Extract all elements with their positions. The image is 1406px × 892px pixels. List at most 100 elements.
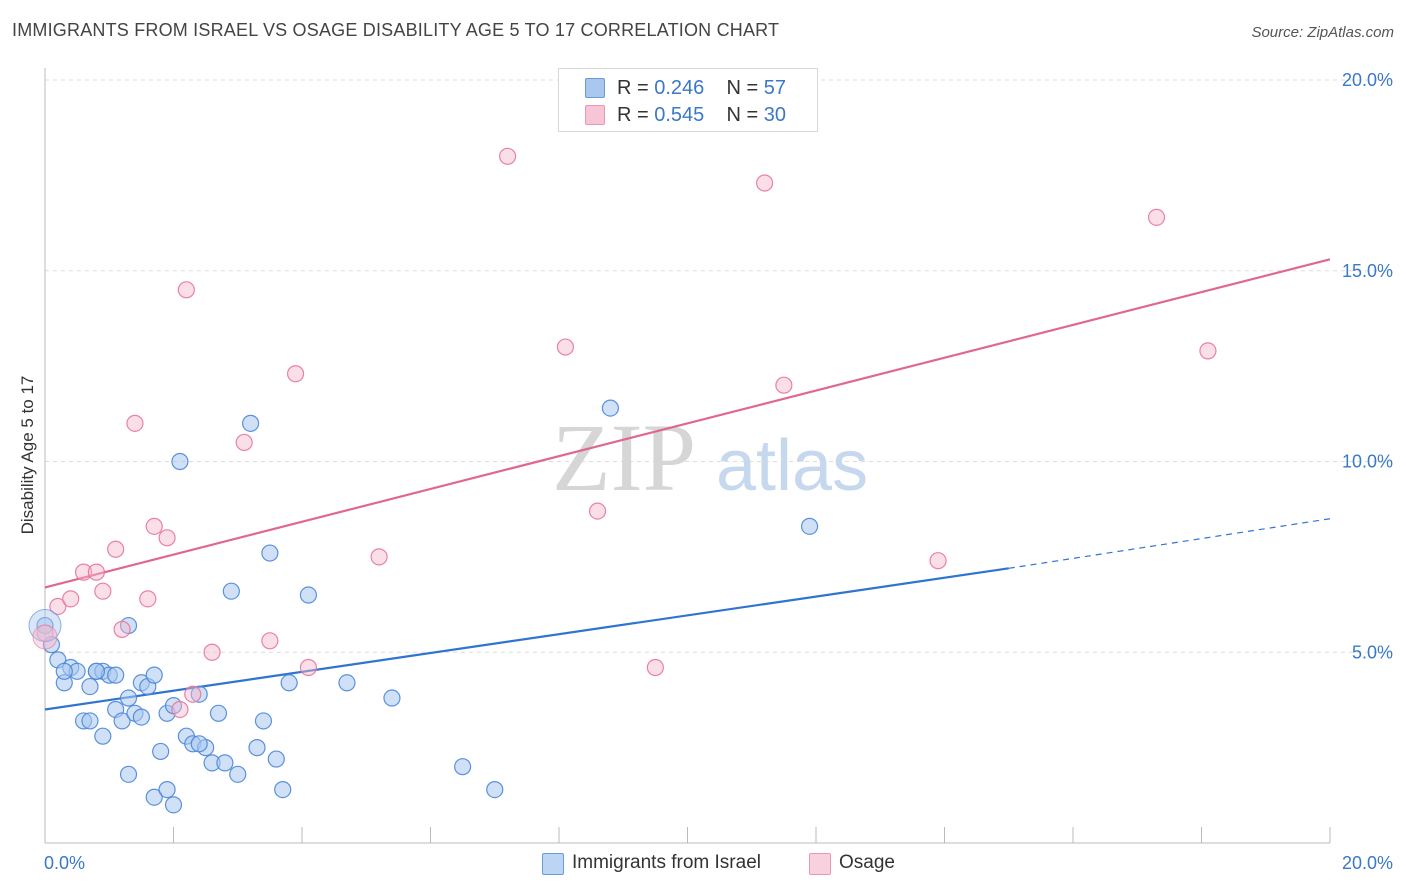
osage-point — [929, 552, 947, 570]
chart-title: IMMIGRANTS FROM ISRAEL VS OSAGE DISABILI… — [12, 20, 780, 40]
israel-point — [171, 452, 189, 471]
israel-point — [216, 754, 234, 772]
n-value: 30 — [763, 104, 787, 126]
israel-point — [55, 662, 73, 680]
israel-swatch — [585, 78, 605, 98]
r-value: 0.545 — [654, 104, 705, 126]
osage-point — [126, 414, 144, 432]
osage-point — [261, 632, 279, 650]
watermark: ZIP atlas — [552, 404, 868, 511]
israel-point — [486, 780, 504, 799]
osage-point — [94, 582, 112, 600]
osage-point — [32, 624, 58, 650]
israel-point — [254, 712, 273, 730]
osage-point — [145, 517, 163, 535]
israel-point — [209, 704, 228, 722]
israel-point — [81, 712, 99, 730]
israel-point — [222, 582, 240, 600]
israel-point — [242, 414, 260, 432]
watermark-zip: ZIP — [552, 404, 696, 511]
israel-point — [152, 742, 170, 761]
israel-point — [107, 666, 125, 684]
israel-point — [94, 727, 112, 745]
axes — [44, 68, 1331, 844]
israel-point — [113, 712, 131, 730]
osage-point — [87, 563, 106, 581]
osage-trend-line — [44, 258, 1331, 589]
israel-point — [190, 735, 208, 753]
osage-point — [775, 376, 793, 394]
osage-point — [203, 643, 221, 661]
israel-point — [299, 586, 318, 604]
osage-point — [171, 700, 189, 719]
israel-point — [338, 674, 356, 692]
osage-point — [62, 590, 80, 608]
r-label: R = — [617, 77, 655, 99]
x-tick-label: 0.0% — [44, 853, 85, 873]
osage-point — [235, 433, 253, 452]
osage-point — [74, 563, 93, 581]
israel-point — [28, 609, 62, 643]
osage-point — [139, 590, 157, 608]
israel-trend-extension — [1008, 518, 1331, 569]
osage-point — [49, 597, 67, 616]
osage-point — [184, 685, 202, 703]
israel-point — [190, 685, 208, 703]
osage-point — [1199, 342, 1217, 360]
israel-point — [383, 689, 401, 707]
grid-lines — [45, 79, 1392, 653]
r-value: 0.246 — [654, 77, 705, 99]
osage-point — [646, 658, 664, 677]
israel-point — [87, 662, 106, 680]
watermark-atlas: atlas — [716, 426, 868, 506]
legend-label-osage: Osage — [839, 852, 895, 873]
y-tick-label: 5.0% — [1352, 642, 1393, 662]
y-tick-label: 15.0% — [1342, 261, 1393, 281]
israel-trend-line — [44, 567, 1009, 711]
israel-point — [248, 739, 266, 757]
legend-label-israel: Immigrants from Israel — [572, 852, 761, 873]
israel-point — [119, 689, 138, 707]
israel-point — [800, 517, 819, 535]
osage-point — [370, 548, 388, 566]
y-tick-label: 20.0% — [1342, 70, 1393, 90]
israel-legend-swatch — [542, 853, 564, 875]
osage-point — [286, 365, 305, 383]
israel-point — [158, 780, 176, 799]
israel-point — [601, 399, 620, 417]
israel-point — [267, 750, 285, 768]
israel-point — [119, 765, 138, 783]
israel-point — [280, 674, 298, 692]
osage-point — [158, 529, 176, 547]
israel-point — [229, 765, 247, 783]
osage-point — [588, 502, 607, 520]
osage-point — [107, 540, 125, 558]
n-label: N = — [726, 104, 764, 126]
series-legend: Immigrants from Israel Osage — [0, 852, 1406, 878]
osage-point — [499, 147, 517, 165]
israel-point — [132, 708, 150, 726]
israel-point — [164, 796, 183, 814]
data-points — [28, 147, 1217, 814]
tick-labels: 5.0% 10.0% 15.0% 20.0% 0.0% 20.0% — [44, 70, 1393, 873]
osage-point — [299, 658, 318, 677]
y-tick-label: 10.0% — [1342, 452, 1393, 472]
israel-point — [145, 788, 163, 806]
r-label: R = — [617, 104, 655, 126]
israel-point — [274, 780, 292, 799]
source-label: Source: ZipAtlas.com — [1251, 24, 1394, 41]
osage-swatch — [585, 105, 605, 125]
n-value: 57 — [763, 77, 787, 99]
osage-point — [556, 338, 575, 356]
osage-point — [755, 174, 774, 192]
osage-point — [113, 620, 131, 638]
israel-point — [261, 544, 279, 562]
osage-legend-swatch — [809, 853, 831, 875]
x-tick-label: 20.0% — [1342, 853, 1393, 873]
osage-point — [1147, 208, 1166, 226]
israel-point — [81, 677, 99, 696]
israel-point — [454, 758, 472, 776]
stats-legend: R = 0.246 N = 57 R = 0.545 N = 30 — [558, 68, 818, 132]
osage-point — [177, 281, 195, 299]
